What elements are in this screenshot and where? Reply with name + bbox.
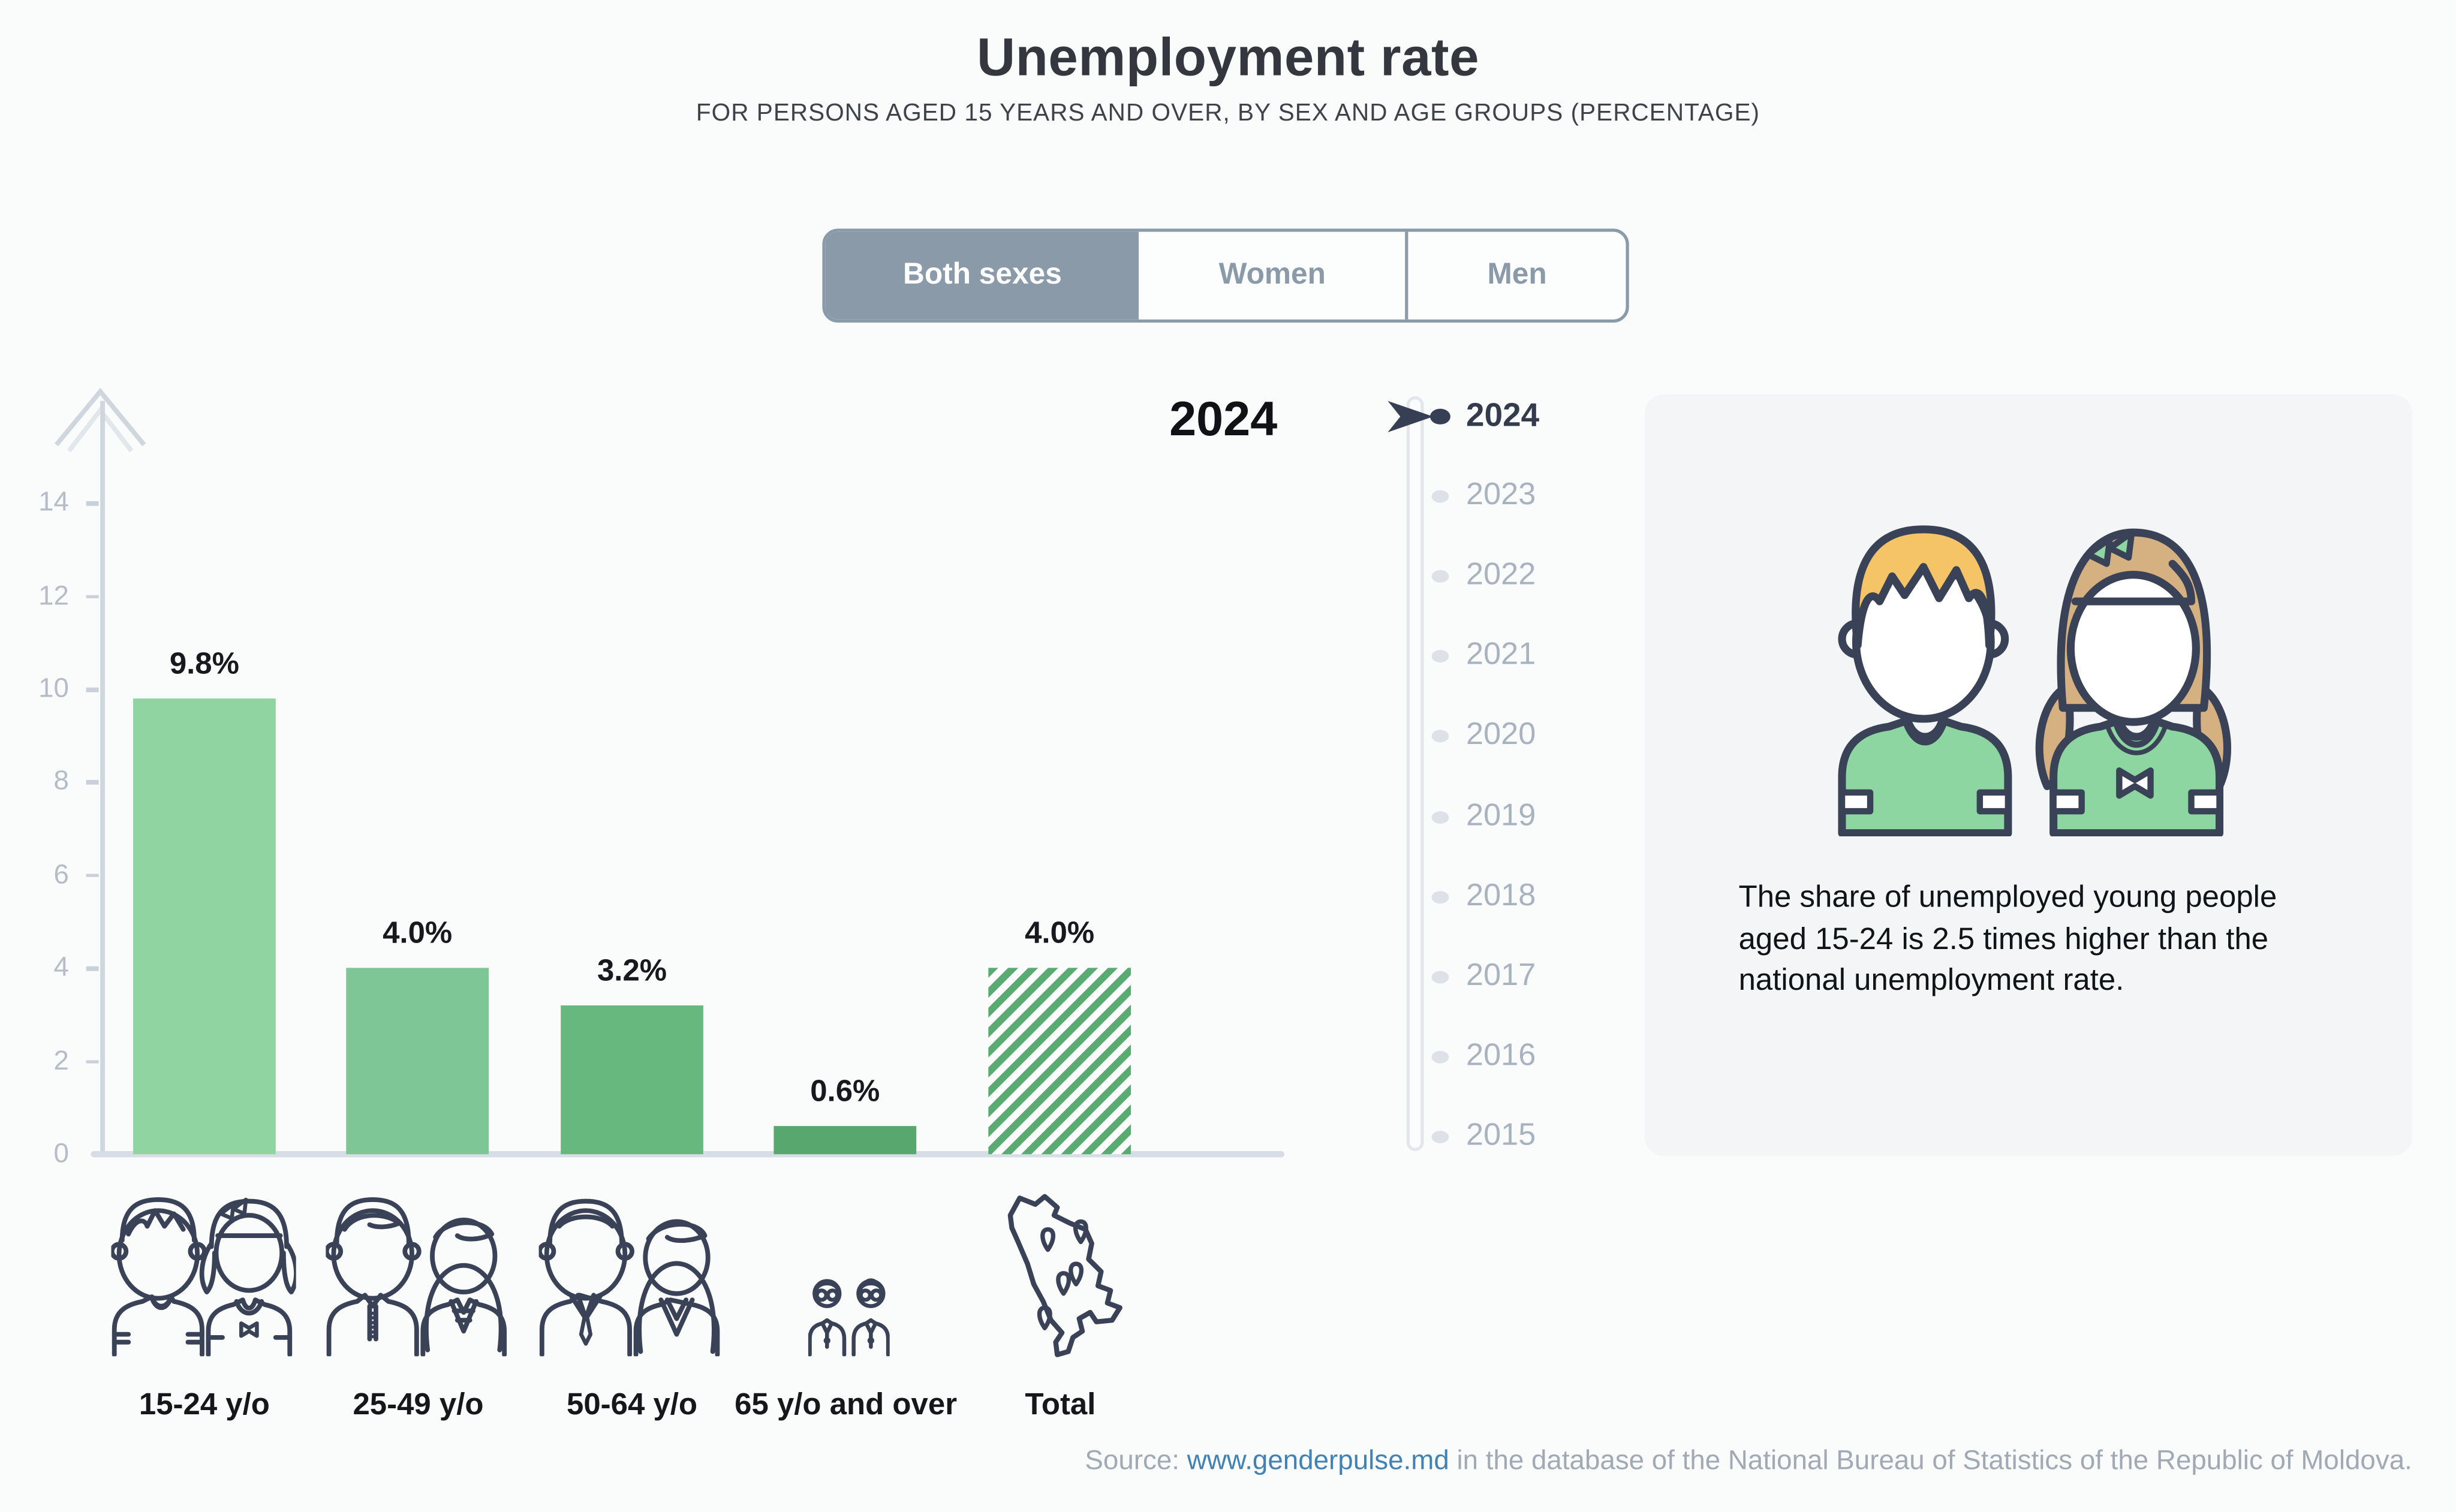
y-dash — [86, 1059, 99, 1064]
bar-total[interactable] — [988, 968, 1131, 1155]
y-dash — [86, 874, 99, 878]
year-dot — [1429, 408, 1450, 424]
adult-pair-icon — [326, 1197, 507, 1357]
sex-tabs: Both sexes Women Men — [822, 228, 1629, 323]
year-item-2024[interactable]: 2024 — [1417, 398, 1605, 436]
info-card: The share of unemployed young people age… — [1644, 394, 2412, 1156]
category-label-25-49: 25-49 y/o — [353, 1387, 484, 1422]
year-item-2021[interactable]: 2021 — [1417, 638, 1605, 676]
selected-year-label: 2024 — [1169, 391, 1278, 447]
y-tick-14: 14 — [38, 486, 69, 517]
year-dot — [1431, 1131, 1449, 1143]
bar-50-64[interactable] — [561, 1005, 703, 1155]
year-dot — [1431, 890, 1449, 903]
year-item-2019[interactable]: 2019 — [1417, 798, 1605, 836]
bar-65-over[interactable] — [773, 1126, 917, 1155]
year-dot — [1431, 1050, 1449, 1064]
bar-value-50-64: 3.2% — [597, 953, 667, 989]
year-slider-track[interactable] — [1406, 396, 1424, 1151]
year-item-2018[interactable]: 2018 — [1417, 878, 1605, 916]
source-suffix: in the database of the National Bureau o… — [1449, 1444, 2412, 1475]
young-pair-icon — [111, 1197, 296, 1357]
boy-and-girl-icon — [1838, 525, 2232, 836]
category-label-15-24: 15-24 y/o — [139, 1387, 270, 1422]
year-item-2023[interactable]: 2023 — [1417, 478, 1605, 516]
year-dot — [1431, 730, 1449, 743]
y-tick-6: 6 — [53, 857, 69, 890]
category-label-50-64: 50-64 y/o — [567, 1387, 698, 1422]
bar-25-49[interactable] — [346, 968, 489, 1155]
year-dot — [1431, 971, 1449, 983]
bar-15-24[interactable] — [133, 698, 276, 1155]
source-link[interactable]: www.genderpulse.md — [1187, 1444, 1449, 1475]
mature-pair-icon — [538, 1198, 720, 1357]
category-label-65-over: 65 y/o and over — [735, 1387, 958, 1422]
year-item-2022[interactable]: 2022 — [1417, 558, 1605, 595]
y-dash — [86, 687, 99, 692]
source-prefix: Source: — [1085, 1444, 1187, 1475]
source-line: Source: www.genderpulse.md in the databa… — [1085, 1444, 2412, 1477]
bar-value-25-49: 4.0% — [383, 916, 453, 951]
tab-men[interactable]: Men — [1405, 231, 1626, 320]
page-title: Unemployment rate — [976, 28, 1480, 88]
y-dash — [86, 780, 99, 785]
y-tick-2: 2 — [53, 1044, 69, 1076]
info-card-text: The share of unemployed young people age… — [1738, 880, 2277, 998]
moldova-map-icon — [1007, 1194, 1122, 1357]
elderly-pair-icon — [808, 1278, 890, 1357]
y-dash — [86, 594, 99, 599]
y-tick-10: 10 — [38, 671, 69, 703]
year-item-2020[interactable]: 2020 — [1417, 718, 1605, 755]
year-item-2017[interactable]: 2017 — [1417, 958, 1605, 996]
y-axis-line — [99, 400, 104, 1155]
y-tick-0: 0 — [53, 1137, 69, 1168]
category-label-total: Total — [1025, 1387, 1096, 1422]
year-cursor-arrow-icon[interactable] — [1384, 398, 1438, 436]
y-dash — [86, 501, 99, 505]
year-dot — [1431, 811, 1449, 823]
page-subtitle: FOR PERSONS AGED 15 YEARS AND OVER, BY S… — [696, 100, 1760, 127]
bar-value-65-over: 0.6% — [810, 1074, 880, 1109]
year-dot — [1431, 570, 1449, 583]
tab-both-sexes[interactable]: Both sexes — [825, 231, 1140, 320]
tab-women[interactable]: Women — [1218, 258, 1326, 291]
y-tick-12: 12 — [38, 579, 69, 610]
year-dot — [1431, 490, 1449, 503]
y-dash — [86, 966, 99, 971]
bar-value-total: 4.0% — [1025, 916, 1095, 951]
y-tick-4: 4 — [53, 951, 69, 983]
year-item-2016[interactable]: 2016 — [1417, 1038, 1605, 1076]
bar-value-15-24: 9.8% — [169, 646, 239, 682]
year-item-2015[interactable]: 2015 — [1417, 1118, 1605, 1156]
year-dot — [1431, 650, 1449, 663]
y-tick-8: 8 — [53, 764, 69, 797]
